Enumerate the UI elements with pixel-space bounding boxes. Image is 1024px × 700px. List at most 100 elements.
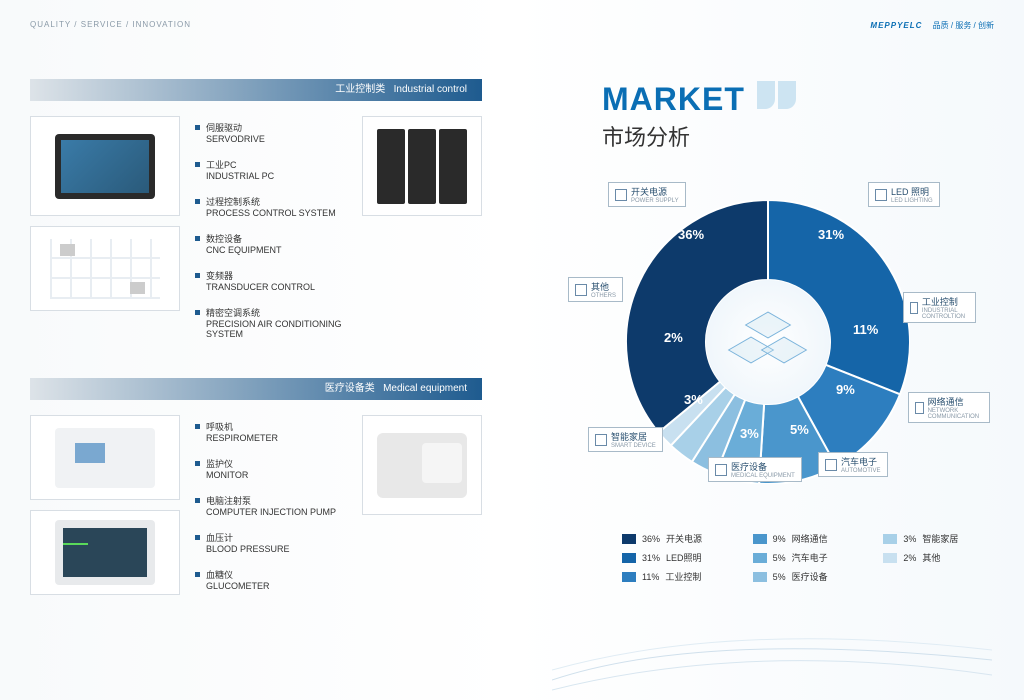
list-item-en: COMPUTER INJECTION PUMP <box>206 507 347 517</box>
callout-icon <box>595 434 607 446</box>
product-image-diagram <box>30 226 180 311</box>
list-item-cn: 工业PC <box>195 158 347 171</box>
industrial-content: 伺服驱动SERVODRIVE 工业PCINDUSTRIAL PC 过程控制系统PRO… <box>30 116 482 353</box>
cubes-icon <box>733 307 803 377</box>
product-image-respirometer <box>30 415 180 500</box>
medical-list: 呼吸机RESPIROMETER监护仪MONITOR电脑注射泵COMPUTER I… <box>195 415 347 605</box>
product-image-bp <box>362 415 482 515</box>
callout-cn: 智能家居 <box>611 432 647 442</box>
callout-en: NETWORK COMMUNICATION <box>928 408 983 420</box>
legend-swatch <box>622 572 636 582</box>
industrial-section-header: 工业控制类 Industrial control <box>30 79 482 101</box>
legend: 36%开关电源9%网络通信3%智能家居31%LED照明5%汽车电子2%其他11%… <box>542 532 994 583</box>
callout-label: 开关电源POWER SUPPLY <box>608 182 686 207</box>
medical-header-en: Medical equipment <box>383 383 467 394</box>
legend-label: 其他 <box>922 551 940 564</box>
product-image-monitor <box>30 116 180 216</box>
list-item-en: CNC EQUIPMENT <box>206 245 347 255</box>
legend-pct: 31% <box>642 553 660 563</box>
header-tagline-right: 品质 / 服务 / 创新 <box>933 21 994 30</box>
brand-logo: MEPPYELC <box>870 21 922 30</box>
callout-en: INDUSTRIAL CONTROLTION <box>922 308 969 320</box>
callout-en: LED LIGHTING <box>891 198 933 204</box>
legend-swatch <box>753 534 767 544</box>
legend-swatch <box>753 572 767 582</box>
legend-item: 5% 医疗设备 <box>753 570 864 583</box>
callout-cn: 医疗设备 <box>731 462 767 472</box>
industrial-header-en: Industrial control <box>394 84 467 95</box>
list-item-cn: 精密空调系统 <box>195 306 347 319</box>
header-right: MEPPYELC 品质 / 服务 / 创新 <box>542 20 994 31</box>
list-item-en: PRECISION AIR CONDITIONING SYSTEM <box>206 319 347 339</box>
list-item: 变频器TRANSDUCER CONTROL <box>195 269 347 292</box>
legend-pct: 5% <box>773 572 786 582</box>
callout-en: AUTOMOTIVE <box>841 468 881 474</box>
legend-swatch <box>753 553 767 563</box>
legend-swatch <box>883 553 897 563</box>
industrial-images <box>30 116 180 353</box>
list-item: 电脑注射泵COMPUTER INJECTION PUMP <box>195 494 347 517</box>
donut-chart: 36%31%11%9%5%3%3%2% 开关电源POWER SUPPLYLED … <box>568 182 968 502</box>
industrial-images-right <box>362 116 482 353</box>
callout-cn: 工业控制 <box>922 297 958 307</box>
list-item-cn: 变频器 <box>195 269 347 282</box>
list-item: 数控设备CNC EQUIPMENT <box>195 232 347 255</box>
list-item-en: PROCESS CONTROL SYSTEM <box>206 208 347 218</box>
list-item-cn: 伺服驱动 <box>195 121 347 134</box>
quote-decoration <box>757 81 799 114</box>
pct-label: 31% <box>818 227 844 242</box>
header-tagline-left: QUALITY / SERVICE / INNOVATION <box>30 20 482 29</box>
list-item-en: BLOOD PRESSURE <box>206 544 347 554</box>
medical-images <box>30 415 180 605</box>
legend-item: 11% 工业控制 <box>622 570 733 583</box>
legend-item: 9%网络通信 <box>753 532 864 545</box>
pct-label: 5% <box>790 422 809 437</box>
callout-icon <box>575 284 587 296</box>
list-item: 监护仪MONITOR <box>195 457 347 480</box>
legend-item: 3%智能家居 <box>883 532 994 545</box>
pct-label: 11% <box>853 322 878 337</box>
list-item-en: SERVODRIVE <box>206 134 347 144</box>
list-item-en: INDUSTRIAL PC <box>206 171 347 181</box>
callout-en: MEDICAL EQUIPMENT <box>731 473 795 479</box>
callout-cn: LED 照明 <box>891 187 929 197</box>
list-item-cn: 过程控制系统 <box>195 195 347 208</box>
market-title: MARKET 市场分析 <box>602 81 994 152</box>
legend-label: 汽车电子 <box>792 551 828 564</box>
list-item-cn: 电脑注射泵 <box>195 494 347 507</box>
callout-icon <box>915 402 924 414</box>
legend-pct: 36% <box>642 534 660 544</box>
list-item-cn: 数控设备 <box>195 232 347 245</box>
pct-label: 3% <box>740 426 759 441</box>
list-item: 血压计BLOOD PRESSURE <box>195 531 347 554</box>
market-title-en: MARKET <box>602 81 745 118</box>
callout-label: 智能家居SMART DEVICE <box>588 427 663 452</box>
legend-swatch <box>883 534 897 544</box>
left-page: QUALITY / SERVICE / INNOVATION 工业控制类 Ind… <box>0 0 512 700</box>
callout-icon <box>910 302 918 314</box>
callout-label: 医疗设备MEDICAL EQUIPMENT <box>708 457 802 482</box>
list-item: 伺服驱动SERVODRIVE <box>195 121 347 144</box>
industrial-header-cn: 工业控制类 <box>335 84 385 95</box>
legend-pct: 2% <box>903 553 916 563</box>
list-item: 过程控制系统PROCESS CONTROL SYSTEM <box>195 195 347 218</box>
pct-label: 9% <box>836 382 855 397</box>
list-item-cn: 血糖仪 <box>195 568 347 581</box>
callout-cn: 其他 <box>591 282 609 292</box>
pct-label: 36% <box>678 227 704 242</box>
callout-en: OTHERS <box>591 293 616 299</box>
callout-cn: 网络通信 <box>928 397 964 407</box>
callout-label: 工业控制INDUSTRIAL CONTROLTION <box>903 292 976 323</box>
legend-label: 工业控制 <box>665 570 701 583</box>
list-item-en: TRANSDUCER CONTROL <box>206 282 347 292</box>
callout-icon <box>615 189 627 201</box>
legend-item: 5% 汽车电子 <box>753 551 864 564</box>
callout-label: 汽车电子AUTOMOTIVE <box>818 452 888 477</box>
legend-pct: 5% <box>773 553 786 563</box>
legend-pct: 11% <box>642 572 659 582</box>
medical-header-cn: 医疗设备类 <box>325 383 375 394</box>
product-image-medical-monitor <box>30 510 180 595</box>
callout-en: POWER SUPPLY <box>631 198 679 204</box>
legend-label: 医疗设备 <box>792 570 828 583</box>
decorative-lines <box>552 610 992 700</box>
